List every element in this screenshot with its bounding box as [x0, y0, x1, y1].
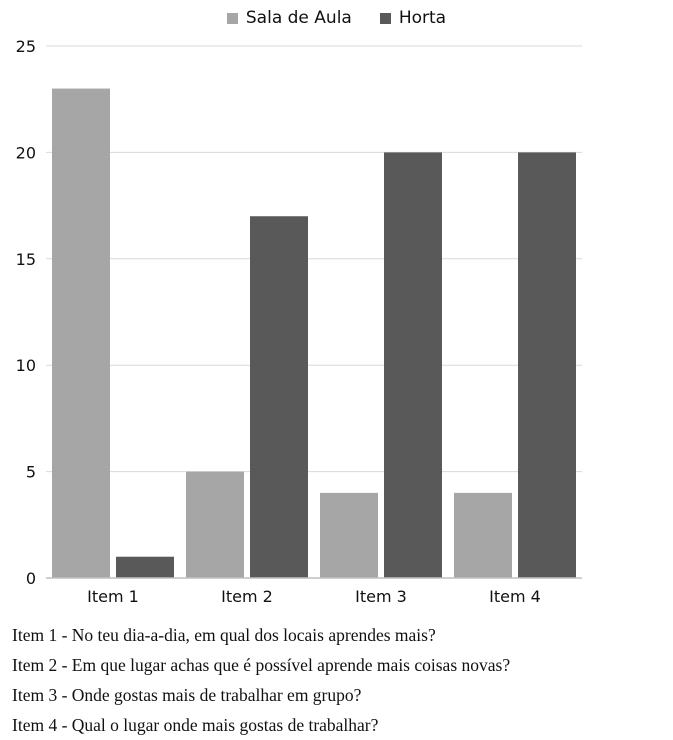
caption-item-4: Item 4 - Qual o lugar onde mais gostas d… — [12, 715, 379, 735]
bar-sala-de-aula-item-1 — [52, 88, 110, 578]
caption-item-2: Item 2 - Em que lugar achas que é possív… — [12, 655, 511, 675]
item-captions: Item 1 - No teu dia-a-dia, em qual dos l… — [12, 620, 667, 740]
y-tick-label: 5 — [26, 463, 36, 482]
bar-horta-item-3 — [384, 152, 442, 578]
bar-horta-item-2 — [250, 216, 308, 579]
y-tick-label: 20 — [16, 143, 36, 162]
legend-swatch-sala-de-aula — [226, 12, 238, 24]
y-tick-label: 15 — [16, 250, 36, 269]
x-tick-label: Item 4 — [489, 587, 541, 606]
legend-swatch-horta — [379, 12, 391, 24]
legend-item-sala-de-aula: Sala de Aula — [226, 8, 352, 28]
caption-item-1: Item 1 - No teu dia-a-dia, em qual dos l… — [12, 625, 436, 645]
x-tick-label: Item 2 — [221, 587, 273, 606]
bar-sala-de-aula-item-2 — [186, 471, 244, 578]
x-axis-labels: Item 1 Item 2 Item 3 Item 4 — [87, 587, 541, 606]
x-tick-label: Item 3 — [355, 587, 407, 606]
y-tick-label: 25 — [16, 37, 36, 56]
legend-label-sala-de-aula: Sala de Aula — [245, 8, 352, 28]
bar-horta-item-1 — [116, 556, 174, 578]
bar-sala-de-aula-item-3 — [320, 492, 378, 578]
legend-item-horta: Horta — [379, 8, 447, 28]
bar-sala-de-aula-item-4 — [454, 492, 512, 578]
bars — [52, 88, 576, 579]
y-axis-ticks: 0 5 10 15 20 25 — [16, 37, 36, 588]
legend-label-horta: Horta — [398, 8, 447, 28]
y-tick-label: 0 — [26, 569, 36, 588]
bar-chart: 0 5 10 15 20 25 Item 1 Item 2 Item 3 Item 4 — [16, 37, 582, 606]
caption-item-3: Item 3 - Onde gostas mais de trabalhar e… — [12, 685, 362, 705]
chart-legend: Sala de Aula Horta — [0, 8, 673, 28]
x-tick-label: Item 1 — [87, 587, 139, 606]
bar-horta-item-4 — [518, 152, 576, 578]
y-tick-label: 10 — [16, 356, 36, 375]
gridlines — [46, 45, 582, 473]
